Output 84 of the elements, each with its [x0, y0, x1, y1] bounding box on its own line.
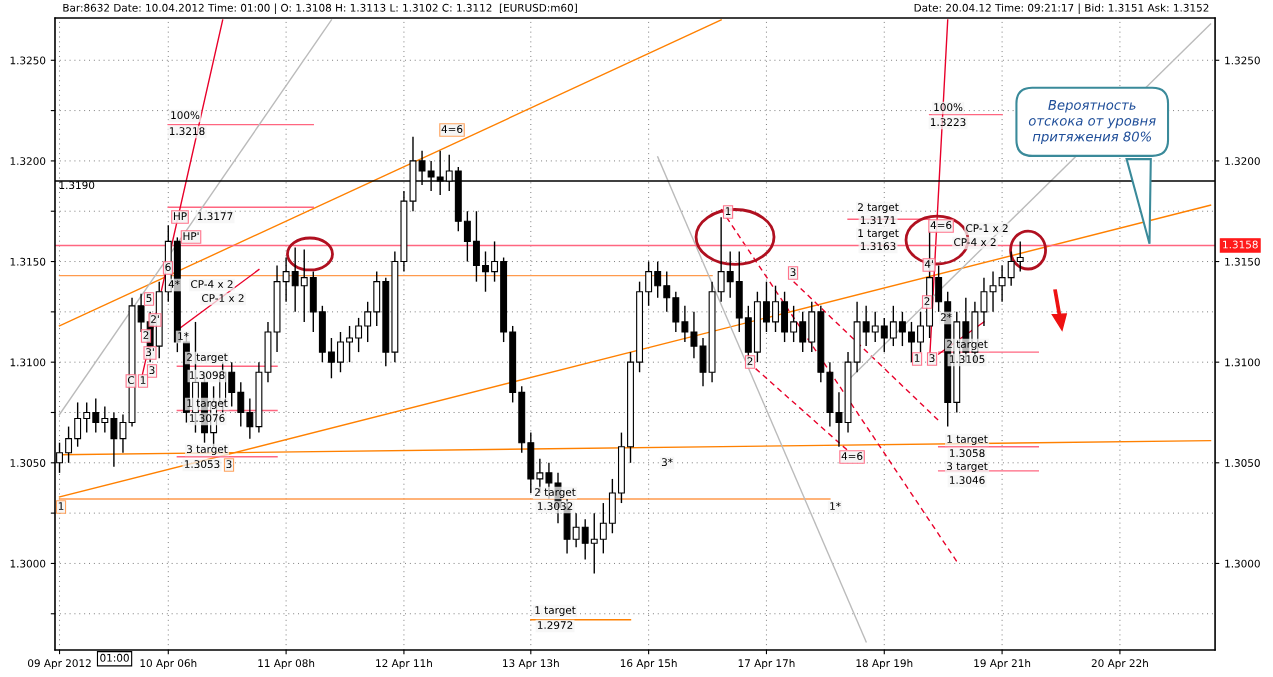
annotation: 2'	[151, 315, 159, 323]
annotation: 1 target	[535, 606, 576, 617]
annotation: 4=6	[841, 452, 863, 461]
annotation: 1.3177	[197, 212, 233, 221]
y2-tick-label: 1.3150	[1225, 257, 1260, 266]
annotation: CP-1 x 2	[202, 294, 244, 303]
annotation: 1	[914, 354, 920, 362]
y-tick-label: 1.3250	[10, 56, 46, 65]
y2-tick-label: 1.3050	[1225, 459, 1260, 467]
x-tick-label: 18 Apr 19h	[856, 659, 913, 670]
annotation: 3 target	[947, 462, 988, 473]
annotation: 3*	[661, 458, 673, 467]
annotation: 2*	[940, 313, 952, 321]
annotation: 1	[140, 376, 146, 384]
y2-tick-label: 1.3100	[1225, 358, 1260, 367]
annotation: 4=6	[930, 221, 952, 230]
x-tick-label: 10 Apr 06h	[140, 659, 197, 670]
text: 01:00	[100, 653, 129, 662]
annotation: 4'	[924, 260, 933, 268]
x-tick-label: 13 Apr 13h	[503, 659, 559, 670]
annotation: 4*	[168, 280, 180, 288]
annotation: 1	[58, 502, 64, 510]
annotation: 3	[790, 268, 796, 277]
annotation: 2	[143, 331, 149, 339]
annotation: 1.2972	[537, 621, 573, 630]
x-tick-label: 09 Apr 2012	[28, 659, 91, 670]
x-tick-label: 20 Apr 22h	[1091, 659, 1148, 670]
x-tick-label: 12 Apr 11h	[376, 659, 432, 670]
y2-tick-label: 1.3250	[1225, 56, 1260, 65]
annotation: 1.3076	[189, 414, 225, 423]
annotation: 100%	[171, 111, 200, 120]
annotation: CP-1 x 2	[966, 224, 1008, 233]
annotation: 1 target	[947, 435, 988, 446]
annotation: 6	[165, 263, 171, 272]
annotation: 1	[725, 207, 731, 215]
annotation: 1*	[830, 502, 841, 510]
annotation: 1.3058	[949, 449, 985, 458]
annotation: 4=6	[441, 125, 463, 134]
y-tick-label: 1.3200	[10, 157, 46, 166]
annotation: 1.3046	[949, 476, 985, 485]
annotation: 1*	[178, 332, 189, 340]
annotation: 1 target	[858, 229, 899, 240]
y-tick-label: 1.3150	[10, 257, 46, 266]
ref-line-label: 1.3158	[1223, 240, 1258, 249]
annotation: 2	[747, 357, 753, 365]
annotation: 3	[929, 354, 935, 363]
annotation: 1.3218	[169, 127, 205, 136]
annotation: 5	[146, 294, 152, 303]
annotation: 1.3163	[860, 242, 896, 251]
x-tick-label: 11 Apr 08h	[258, 659, 315, 670]
annotation: 100%	[934, 103, 963, 112]
annotation: 1.3053	[184, 460, 220, 469]
annotation: Вероятность отскока от уровня притяжения 80%	[1028, 100, 1156, 145]
annotation: C	[127, 376, 135, 385]
y2-tick-label: 1.3000	[1225, 559, 1260, 568]
y-tick-label: 1.3100	[10, 358, 46, 367]
annotation: 2	[924, 297, 930, 305]
y-tick-label: 1.3050	[10, 459, 46, 467]
annotation: 3 target	[186, 445, 228, 456]
annotation: CP-4 x 2	[954, 238, 996, 247]
ref-line-label: 1.3190	[59, 181, 95, 190]
annotation: HP'	[183, 232, 199, 240]
y-tick-label: 1.3000	[10, 559, 46, 568]
annotation: CP-4 x 2	[191, 280, 233, 289]
x-tick-label: 19 Apr 21h	[974, 659, 1031, 670]
annotation: 1.3098	[189, 371, 225, 380]
annotation: 2 target	[947, 340, 988, 351]
annotation: 1.3171	[860, 216, 896, 225]
x-tick-label: 16 Apr 15h	[620, 659, 677, 670]
annotation: 3'	[146, 348, 154, 357]
annotation: 1 target	[187, 399, 228, 410]
chart-title: Bar:8632 Date: 10.04.2012 Time: 01:00 | O: 1.3108 H: 1.3113 L: 1.3102 C: 1.3112 [EURUSD:m60]	[63, 3, 577, 15]
y2-tick-label: 1.3200	[1225, 157, 1260, 166]
chart-subtitle: Date: 20.04.12 Time: 09:21:17 | Bid: 1.3151 Ask: 1.3152	[914, 3, 1209, 15]
annotation: 1.3032	[537, 502, 573, 511]
annotation: 2 target	[858, 203, 899, 214]
annotation: 2 target	[186, 353, 228, 364]
annotation: 1.3223	[930, 118, 966, 127]
annotation: HP	[173, 212, 187, 220]
annotation: 2 target	[534, 488, 576, 499]
annotation: 1.3105	[949, 355, 985, 364]
x-tick-label: 17 Apr 17h	[738, 659, 795, 670]
annotation: 3	[149, 366, 155, 375]
annotation: 3	[226, 460, 232, 469]
